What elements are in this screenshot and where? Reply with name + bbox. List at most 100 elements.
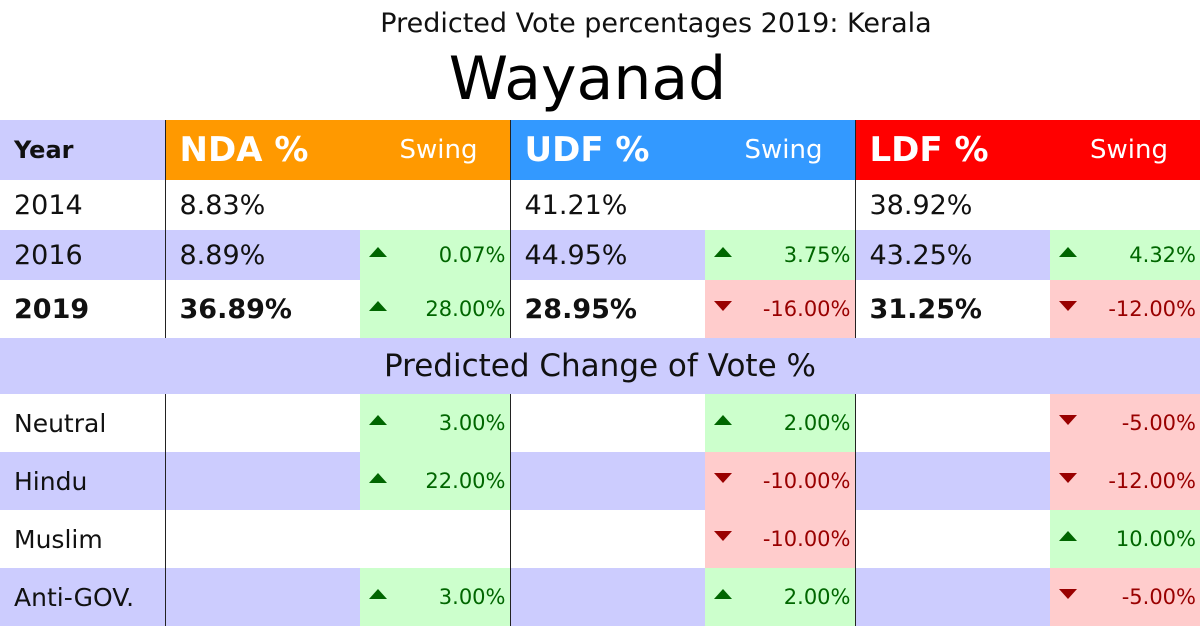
section-row: Predicted Change of Vote % <box>0 338 1200 394</box>
ldf-blank-cell <box>854 510 1050 568</box>
nda-pct-cell: 8.89% <box>164 230 360 280</box>
up-arrow-icon <box>369 415 387 425</box>
udf-blank-cell <box>509 452 705 510</box>
nda-blank-cell <box>164 510 360 568</box>
ldf-blank-cell <box>854 394 1050 452</box>
udf-swing-header: Swing <box>705 120 855 180</box>
nda-swing-cell: 28.00% <box>360 280 510 338</box>
ldf-blank-cell <box>854 452 1050 510</box>
up-arrow-icon <box>369 247 387 257</box>
ldf-pct-cell: 43.25% <box>854 230 1050 280</box>
nda-blank-cell <box>164 568 360 626</box>
ldf-header: LDF % <box>854 120 1050 180</box>
up-arrow-icon <box>714 415 732 425</box>
up-arrow-icon <box>1059 247 1077 257</box>
category-cell: Muslim <box>0 510 165 568</box>
ldf-swing-cell <box>1050 180 1200 230</box>
udf-swing-cell-value: -16.00% <box>762 297 851 321</box>
down-arrow-icon <box>1059 589 1077 599</box>
ldf-change-cell: -12.00% <box>1050 452 1200 510</box>
down-arrow-icon <box>714 473 732 483</box>
nda-change-cell: 22.00% <box>360 452 510 510</box>
ldf-blank-cell <box>854 568 1050 626</box>
down-arrow-icon <box>1059 301 1077 311</box>
section-title: Predicted Change of Vote % <box>0 338 1200 394</box>
udf-pct-cell: 41.21% <box>509 180 705 230</box>
change-row: Anti-GOV. 3.00% 2.00% -5.00% <box>0 568 1200 626</box>
udf-pct-cell: 44.95% <box>509 230 705 280</box>
up-arrow-icon <box>714 589 732 599</box>
ldf-pct-cell: 38.92% <box>854 180 1050 230</box>
udf-change-cell: 2.00% <box>705 568 855 626</box>
up-arrow-icon <box>369 473 387 483</box>
udf-change-cell: 2.00% <box>705 394 855 452</box>
nda-change-cell-value: 3.00% <box>438 585 506 609</box>
nda-pct-cell: 8.83% <box>164 180 360 230</box>
udf-blank-cell <box>509 510 705 568</box>
udf-change-cell-value: 2.00% <box>783 585 851 609</box>
udf-change-cell-value: -10.00% <box>762 527 851 551</box>
year-cell: 2019 <box>0 280 165 338</box>
nda-pct-cell: 36.89% <box>164 280 360 338</box>
down-arrow-icon <box>1059 473 1077 483</box>
down-arrow-icon <box>1059 415 1077 425</box>
change-row: Neutral 3.00% 2.00% -5.00% <box>0 394 1200 452</box>
constituency-title: Wayanad <box>448 44 727 114</box>
change-row: Hindu 22.00% -10.00% -12.00% <box>0 452 1200 510</box>
nda-change-cell: 3.00% <box>360 394 510 452</box>
ldf-change-cell: -5.00% <box>1050 568 1200 626</box>
up-arrow-icon <box>1059 531 1077 541</box>
nda-change-cell <box>360 510 510 568</box>
nda-change-cell-value: 22.00% <box>425 469 506 493</box>
udf-change-cell-value: 2.00% <box>783 411 851 435</box>
up-arrow-icon <box>369 589 387 599</box>
up-arrow-icon <box>369 301 387 311</box>
udf-swing-cell: -16.00% <box>705 280 855 338</box>
udf-change-cell-value: -10.00% <box>762 469 851 493</box>
year-row: 2019 36.89% 28.00% 28.95% -16.00% 31.25% -12.0… <box>0 280 1200 338</box>
down-arrow-icon <box>714 301 732 311</box>
nda-change-cell-value: 3.00% <box>438 411 506 435</box>
udf-blank-cell <box>509 568 705 626</box>
ldf-change-cell: -5.00% <box>1050 394 1200 452</box>
nda-swing-cell: 0.07% <box>360 230 510 280</box>
udf-swing-cell <box>705 180 855 230</box>
nda-blank-cell <box>164 452 360 510</box>
category-cell: Hindu <box>0 452 165 510</box>
ldf-change-cell-value: -12.00% <box>1108 469 1196 493</box>
ldf-swing-cell-value: 4.32% <box>1129 243 1196 267</box>
year-header: Year <box>0 120 165 180</box>
nda-swing-header: Swing <box>360 120 510 180</box>
ldf-swing-cell: -12.00% <box>1050 280 1200 338</box>
udf-swing-cell: 3.75% <box>705 230 855 280</box>
year-cell: 2014 <box>0 180 165 230</box>
down-arrow-icon <box>714 531 732 541</box>
up-arrow-icon <box>714 247 732 257</box>
ldf-change-cell-value: -5.00% <box>1121 411 1196 435</box>
ldf-pct-cell: 31.25% <box>854 280 1050 338</box>
ldf-swing-cell-value: -12.00% <box>1108 297 1196 321</box>
ldf-change-cell: 10.00% <box>1050 510 1200 568</box>
vote-table: Year NDA % Swing UDF % Swing LDF % Swing… <box>0 120 1200 626</box>
chart-subtitle: Predicted Vote percentages 2019: Kerala <box>380 8 932 39</box>
nda-swing-cell-value: 28.00% <box>425 297 506 321</box>
udf-change-cell: -10.00% <box>705 452 855 510</box>
ldf-change-cell-value: 10.00% <box>1115 527 1196 551</box>
category-cell: Neutral <box>0 394 165 452</box>
change-row: Muslim -10.00% 10.00% <box>0 510 1200 568</box>
ldf-change-cell-value: -5.00% <box>1121 585 1196 609</box>
year-row: 2014 8.83% 41.21% 38.92% <box>0 180 1200 230</box>
year-row: 2016 8.89% 0.07% 44.95% 3.75% 43.25% 4.32% <box>0 230 1200 280</box>
udf-swing-cell-value: 3.75% <box>783 243 851 267</box>
year-cell: 2016 <box>0 230 165 280</box>
ldf-swing-header: Swing <box>1050 120 1200 180</box>
nda-swing-cell-value: 0.07% <box>438 243 506 267</box>
category-cell: Anti-GOV. <box>0 568 165 626</box>
udf-change-cell: -10.00% <box>705 510 855 568</box>
nda-blank-cell <box>164 394 360 452</box>
udf-pct-cell: 28.95% <box>509 280 705 338</box>
ldf-swing-cell: 4.32% <box>1050 230 1200 280</box>
nda-swing-cell <box>360 180 510 230</box>
nda-header: NDA % <box>164 120 360 180</box>
nda-change-cell: 3.00% <box>360 568 510 626</box>
